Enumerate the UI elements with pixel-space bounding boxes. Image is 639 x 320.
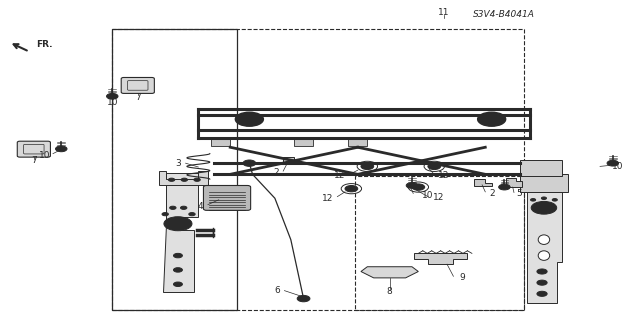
Polygon shape xyxy=(283,157,300,164)
Circle shape xyxy=(498,184,510,190)
Circle shape xyxy=(243,160,256,166)
Text: 10: 10 xyxy=(107,98,118,107)
Polygon shape xyxy=(527,192,562,303)
Text: 4: 4 xyxy=(198,202,203,211)
Circle shape xyxy=(107,93,118,99)
Polygon shape xyxy=(159,171,208,186)
Text: 12: 12 xyxy=(433,193,444,202)
Circle shape xyxy=(235,112,263,126)
Circle shape xyxy=(541,197,546,199)
Circle shape xyxy=(537,280,547,285)
Polygon shape xyxy=(505,178,522,187)
Text: 7: 7 xyxy=(135,93,141,102)
Circle shape xyxy=(173,282,182,286)
Circle shape xyxy=(537,269,547,274)
Text: 10: 10 xyxy=(39,151,50,160)
Ellipse shape xyxy=(538,235,550,244)
Polygon shape xyxy=(164,173,198,292)
Ellipse shape xyxy=(538,251,550,260)
Circle shape xyxy=(181,178,187,181)
Text: 5: 5 xyxy=(516,189,521,198)
FancyBboxPatch shape xyxy=(203,186,250,210)
Text: 6: 6 xyxy=(274,286,280,295)
Circle shape xyxy=(169,178,174,181)
Circle shape xyxy=(345,186,358,192)
Bar xyxy=(112,29,236,310)
Text: 2: 2 xyxy=(489,188,495,198)
Circle shape xyxy=(428,163,441,170)
FancyBboxPatch shape xyxy=(121,77,155,93)
Text: 9: 9 xyxy=(460,273,466,282)
Circle shape xyxy=(484,116,499,123)
Polygon shape xyxy=(361,267,419,278)
Circle shape xyxy=(162,212,169,216)
Circle shape xyxy=(552,198,557,201)
Circle shape xyxy=(607,160,619,166)
Circle shape xyxy=(531,201,557,214)
Text: 10: 10 xyxy=(422,190,433,200)
Bar xyxy=(294,138,313,146)
Circle shape xyxy=(173,253,182,258)
Text: 2: 2 xyxy=(273,168,279,177)
Circle shape xyxy=(189,212,195,216)
Circle shape xyxy=(164,217,192,231)
Circle shape xyxy=(361,163,374,170)
Circle shape xyxy=(412,184,425,190)
Circle shape xyxy=(170,206,176,209)
Circle shape xyxy=(242,116,257,123)
Circle shape xyxy=(530,198,535,201)
Text: 11: 11 xyxy=(438,8,450,17)
Polygon shape xyxy=(520,174,568,192)
Text: 8: 8 xyxy=(387,287,392,296)
Text: S3V4-B4041A: S3V4-B4041A xyxy=(472,10,534,19)
Bar xyxy=(355,176,523,310)
Circle shape xyxy=(194,178,200,181)
Polygon shape xyxy=(414,253,467,264)
Circle shape xyxy=(56,146,67,152)
Text: FR.: FR. xyxy=(36,40,52,49)
Text: 3: 3 xyxy=(175,159,181,168)
FancyBboxPatch shape xyxy=(17,141,50,157)
Bar xyxy=(112,29,523,310)
Text: 12: 12 xyxy=(334,172,345,180)
Circle shape xyxy=(297,295,310,302)
Polygon shape xyxy=(520,160,562,176)
Circle shape xyxy=(180,206,187,209)
Circle shape xyxy=(537,291,547,296)
Circle shape xyxy=(477,112,505,126)
Text: 12: 12 xyxy=(322,194,334,203)
Text: 12: 12 xyxy=(438,171,449,180)
Circle shape xyxy=(406,183,418,188)
Polygon shape xyxy=(474,179,491,186)
Text: 10: 10 xyxy=(612,162,623,171)
Bar xyxy=(348,138,367,146)
Text: 7: 7 xyxy=(31,156,36,165)
Bar xyxy=(211,138,230,146)
Circle shape xyxy=(173,268,182,272)
